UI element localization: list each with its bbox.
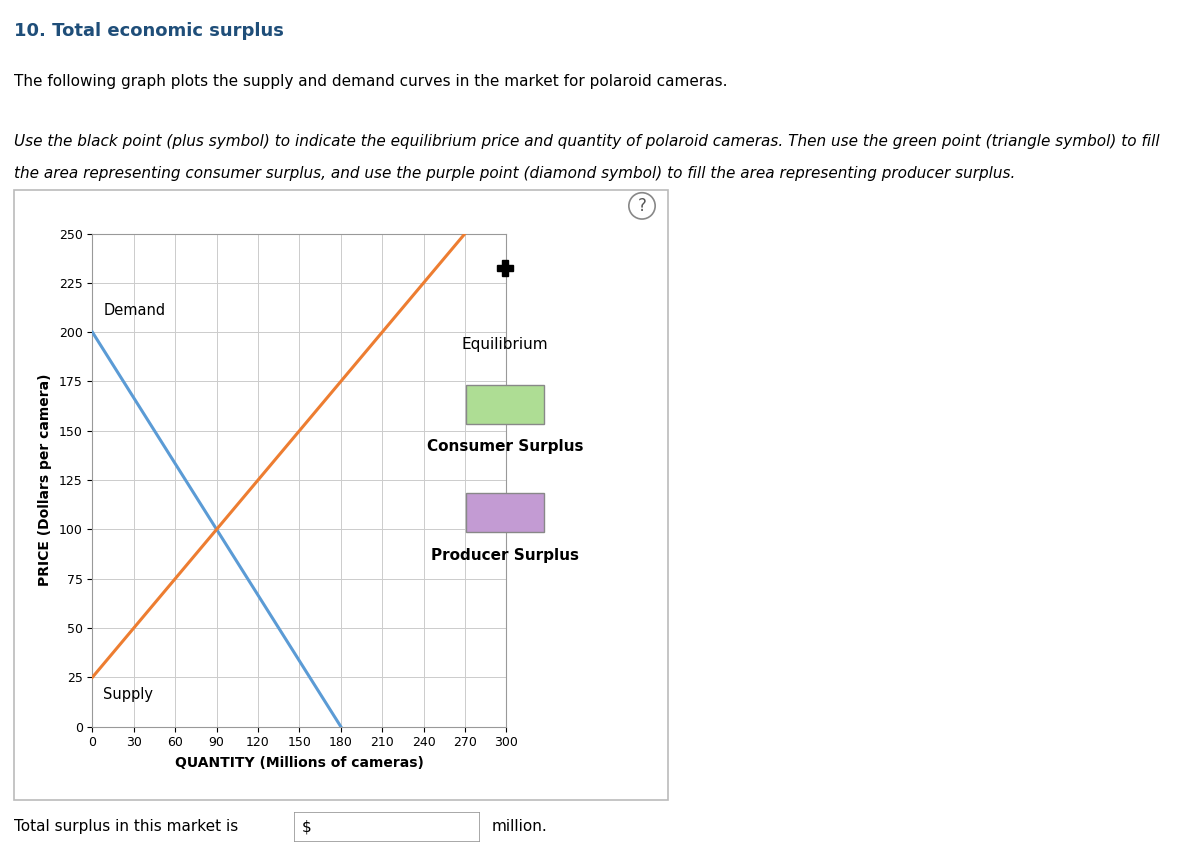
Text: +: + xyxy=(497,254,514,282)
Text: Consumer Surplus: Consumer Surplus xyxy=(427,439,583,454)
Text: ?: ? xyxy=(637,197,647,215)
Text: $: $ xyxy=(301,819,311,835)
FancyBboxPatch shape xyxy=(294,812,480,842)
Text: million.: million. xyxy=(492,818,547,834)
Y-axis label: PRICE (Dollars per camera): PRICE (Dollars per camera) xyxy=(38,374,52,586)
Text: the area representing consumer surplus, and use the purple point (diamond symbol: the area representing consumer surplus, … xyxy=(14,166,1015,181)
X-axis label: QUANTITY (Millions of cameras): QUANTITY (Millions of cameras) xyxy=(175,756,424,770)
Text: Producer Surplus: Producer Surplus xyxy=(431,548,578,562)
Text: The following graph plots the supply and demand curves in the market for polaroi: The following graph plots the supply and… xyxy=(14,74,728,88)
Text: 10. Total economic surplus: 10. Total economic surplus xyxy=(14,22,284,40)
Text: Demand: Demand xyxy=(103,304,166,318)
Text: Supply: Supply xyxy=(103,687,154,702)
Text: Use the black point (plus symbol) to indicate the equilibrium price and quantity: Use the black point (plus symbol) to ind… xyxy=(14,134,1160,149)
Text: Equilibrium: Equilibrium xyxy=(462,337,548,352)
Text: Total surplus in this market is: Total surplus in this market is xyxy=(14,818,244,834)
